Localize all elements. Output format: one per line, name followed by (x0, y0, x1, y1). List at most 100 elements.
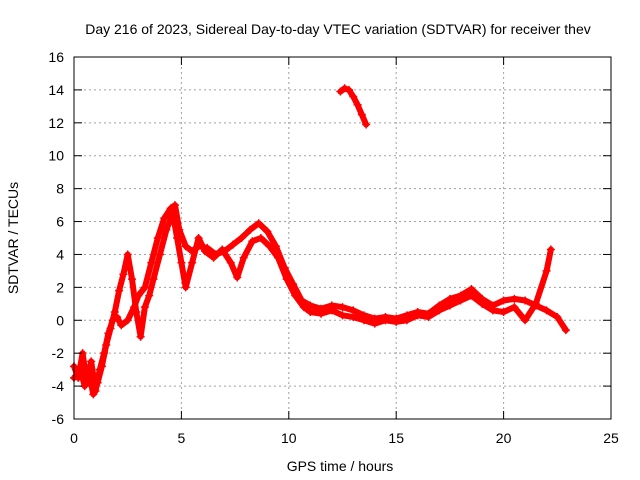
data-point (402, 316, 411, 325)
data-point (370, 319, 379, 328)
data-series (70, 84, 570, 399)
x-tick-label: 10 (281, 430, 297, 446)
data-point (140, 303, 149, 312)
x-tick-label: 0 (70, 430, 78, 446)
y-tick-label: 14 (48, 82, 64, 98)
data-point (282, 275, 291, 284)
data-point (147, 258, 156, 267)
axis-ticks: -6 -4 -2 0 2 4 6 8 10 12 14 16 0 5 10 15 20 25 (48, 49, 619, 446)
data-point (106, 324, 115, 333)
y-tick-label: -2 (52, 345, 65, 361)
y-tick-label: 16 (48, 49, 64, 65)
y-axis-label: SDTVAR / TECUs (5, 182, 21, 294)
data-point (488, 306, 497, 315)
y-tick-label: 12 (48, 115, 64, 131)
data-point (246, 225, 255, 234)
data-point (166, 204, 175, 213)
data-point (218, 245, 227, 254)
data-point (168, 209, 177, 218)
data-point (136, 332, 145, 341)
data-point (173, 234, 182, 242)
data-point (553, 312, 562, 321)
x-tick-label: 5 (178, 430, 186, 446)
data-point (76, 365, 85, 374)
data-point (248, 237, 257, 246)
y-tick-label: 4 (56, 246, 64, 262)
y-tick-label: -4 (52, 378, 65, 394)
data-point (170, 201, 179, 210)
data-point (467, 291, 476, 300)
data-point (521, 296, 530, 305)
data-point (353, 100, 362, 109)
data-point (349, 92, 358, 101)
data-point (115, 286, 124, 295)
data-point (521, 316, 530, 325)
data-point (338, 303, 347, 312)
data-point (132, 308, 141, 317)
data-point (87, 357, 96, 366)
data-point (117, 321, 126, 330)
data-point (188, 258, 197, 267)
data-point (456, 296, 465, 305)
data-point (201, 247, 210, 256)
data-point (338, 311, 347, 320)
data-point (162, 225, 171, 234)
plot-frame (73, 56, 612, 420)
data-point (274, 253, 283, 262)
data-point (344, 85, 353, 94)
data-point (561, 326, 570, 335)
data-point (349, 312, 358, 321)
data-point (194, 234, 203, 242)
data-point (80, 382, 89, 391)
data-point (392, 317, 401, 326)
data-point (181, 242, 190, 251)
data-point (499, 308, 508, 317)
data-point (177, 258, 186, 267)
y-tick-label: 6 (56, 214, 64, 230)
data-point (233, 273, 242, 282)
data-point (93, 378, 102, 387)
data-point (306, 308, 315, 317)
data-point (226, 258, 235, 267)
y-tick-label: -6 (52, 411, 65, 427)
data-point (357, 110, 366, 119)
data-point (254, 219, 263, 228)
x-tick-label: 20 (496, 430, 512, 446)
data-point (291, 291, 300, 300)
data-point (445, 301, 454, 310)
data-point (127, 275, 136, 284)
data-point (85, 368, 94, 377)
data-point (478, 299, 487, 308)
data-point (228, 240, 237, 249)
y-tick-label: 2 (56, 279, 64, 295)
data-point (381, 316, 390, 325)
data-point (153, 234, 162, 242)
data-point (531, 299, 540, 308)
data-point (340, 84, 349, 93)
x-tick-label: 25 (603, 430, 619, 446)
data-point (145, 291, 154, 300)
data-point (263, 227, 272, 236)
data-point (149, 275, 158, 284)
y-tick-label: 0 (56, 312, 64, 328)
data-point (413, 311, 422, 320)
data-point (542, 306, 551, 315)
data-point (499, 296, 508, 305)
x-tick-label: 15 (388, 430, 404, 446)
data-point (89, 390, 98, 399)
y-tick-label: 8 (56, 181, 64, 197)
data-point (209, 253, 218, 262)
data-point (299, 303, 308, 312)
data-point (155, 250, 164, 259)
data-point (546, 245, 555, 254)
series-line-variant (71, 210, 554, 398)
data-point (327, 306, 336, 315)
data-point (265, 242, 274, 251)
data-point (97, 362, 106, 371)
data-point (123, 316, 132, 325)
data-point (123, 250, 132, 259)
data-point (424, 312, 433, 321)
data-point (102, 340, 111, 349)
